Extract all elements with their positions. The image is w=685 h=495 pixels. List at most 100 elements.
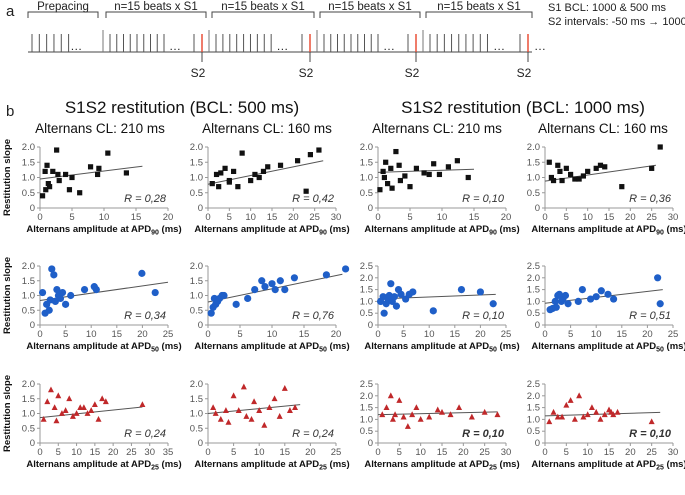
s2-label: S2 — [191, 66, 206, 80]
column-title-2: Alternans CL: 160 ms — [202, 121, 332, 136]
info-bcl: S1 BCL: 1000 & 500 ms — [548, 2, 667, 14]
x-tick-label: 30 — [501, 447, 512, 458]
scatter-plot-r2c3: 0 5 10 15 20 25 30 00.51.01.52.02.5 R = 0,10 Alte… — [527, 379, 685, 472]
data-point — [39, 193, 46, 199]
y-tick-label: 1.5 — [360, 285, 373, 296]
r-value-label: R = 0,10 — [629, 428, 672, 440]
data-point — [38, 288, 47, 297]
x-axis-label: Alternans amplitude at APD50 (ms) — [194, 341, 349, 354]
data-point — [648, 418, 655, 425]
y-tick-label: 1.0 — [527, 173, 540, 184]
data-point — [62, 407, 69, 413]
y-tick-label: 0.5 — [22, 305, 35, 316]
y-tick-label: 1.0 — [190, 291, 203, 302]
data-point — [123, 170, 129, 176]
data-point — [456, 404, 463, 410]
y-tick-label: 2.5 — [527, 261, 540, 272]
y-tick-label: 2.0 — [22, 261, 35, 272]
x-tick-label: 10 — [582, 212, 593, 223]
data-point — [235, 184, 241, 190]
data-point — [439, 408, 445, 415]
scatter-plot-r1c1: 0 5 10 15 20 0 0.5 1.0 1.5 2.0 R = 0,76 Alternans a… — [190, 261, 350, 354]
ellipsis: … — [493, 39, 505, 53]
r-value-label: R = 0,51 — [629, 310, 671, 322]
x-tick-label: 15 — [437, 447, 448, 458]
data-point — [56, 294, 65, 303]
x-tick-label: 5 — [401, 329, 406, 340]
x-tick-label: 25 — [501, 329, 512, 340]
y-tick-label: 0 — [30, 203, 35, 214]
data-point — [87, 164, 94, 170]
y-tick-label: 1.0 — [190, 409, 203, 420]
data-point — [387, 392, 394, 399]
data-point — [261, 421, 268, 428]
data-point — [95, 416, 102, 422]
x-axis-label: Alternans amplitude at APD90 (ms) — [364, 224, 519, 237]
data-point — [604, 290, 612, 298]
y-tick-label: 0 — [30, 438, 35, 449]
y-tick-label: 2.0 — [527, 273, 540, 284]
x-axis-label: Alternans amplitude at APD90 (ms) — [531, 224, 685, 237]
data-point — [429, 307, 437, 315]
x-tick-label: 0 — [542, 329, 547, 340]
y-tick-label: 0 — [368, 203, 373, 214]
x-axis-label: Alternans amplitude at APD90 (ms) — [26, 224, 181, 237]
y-tick-label: 1.0 — [22, 173, 35, 184]
data-point — [243, 413, 250, 419]
data-point — [436, 171, 443, 178]
data-point — [84, 410, 91, 416]
data-point — [454, 158, 460, 164]
data-point — [322, 271, 330, 279]
data-point — [251, 398, 258, 405]
data-point — [397, 290, 405, 298]
data-point — [239, 150, 245, 156]
data-point — [231, 168, 237, 174]
y-tick-label: 0.5 — [360, 188, 373, 199]
data-point — [457, 286, 466, 294]
data-point — [88, 407, 95, 413]
y-tick-label: 1.5 — [360, 157, 373, 168]
data-point — [393, 148, 399, 155]
x-tick-label: 0 — [375, 447, 380, 458]
r-value-label: R = 0,24 — [292, 428, 334, 440]
r-value-label: R = 0,34 — [124, 310, 166, 322]
x-tick-label: 20 — [642, 329, 653, 340]
y-tick-label: 2.0 — [527, 391, 540, 402]
data-point — [42, 168, 48, 174]
data-point — [552, 303, 560, 311]
data-point — [53, 417, 60, 424]
data-point — [584, 411, 591, 418]
r-value-label: R = 0,10 — [462, 193, 505, 205]
y-tick-label: 1.5 — [22, 394, 35, 405]
y-tick-label: 1.5 — [22, 157, 35, 168]
data-point — [47, 386, 54, 393]
y-tick-label: 0 — [198, 320, 203, 331]
data-point — [586, 295, 595, 303]
x-tick-label: 10 — [415, 447, 426, 458]
data-point — [50, 168, 56, 174]
data-point — [276, 277, 284, 285]
x-tick-label: 20 — [625, 447, 636, 458]
data-point — [654, 274, 662, 282]
x-axis-label: Alternans amplitude at APD25 (ms) — [26, 459, 181, 472]
scatter-plot-r0c1: 0 5 10 15 20 25 30 0 0.5 1.0 1.5 2.0 R = 0,42 Alterna… — [190, 142, 350, 237]
data-point — [222, 407, 229, 413]
data-point — [62, 300, 70, 308]
s2-label: S2 — [517, 66, 532, 80]
x-tick-label: 5 — [63, 329, 68, 340]
y-axis-label: Restitution slope — [2, 257, 13, 334]
data-point — [601, 411, 608, 418]
x-tick-label: 15 — [450, 329, 461, 340]
data-point — [258, 277, 266, 285]
data-point — [281, 286, 289, 294]
x-tick-label: 15 — [267, 212, 278, 223]
r-value-label: R = 0,42 — [292, 193, 334, 205]
y-tick-label: 0 — [535, 203, 540, 214]
data-point — [222, 165, 228, 171]
data-point — [58, 288, 67, 297]
trend-line — [377, 411, 498, 416]
y-tick-label: 2.5 — [527, 379, 540, 390]
data-point — [476, 288, 484, 296]
y-tick-label: 1.5 — [22, 276, 35, 287]
